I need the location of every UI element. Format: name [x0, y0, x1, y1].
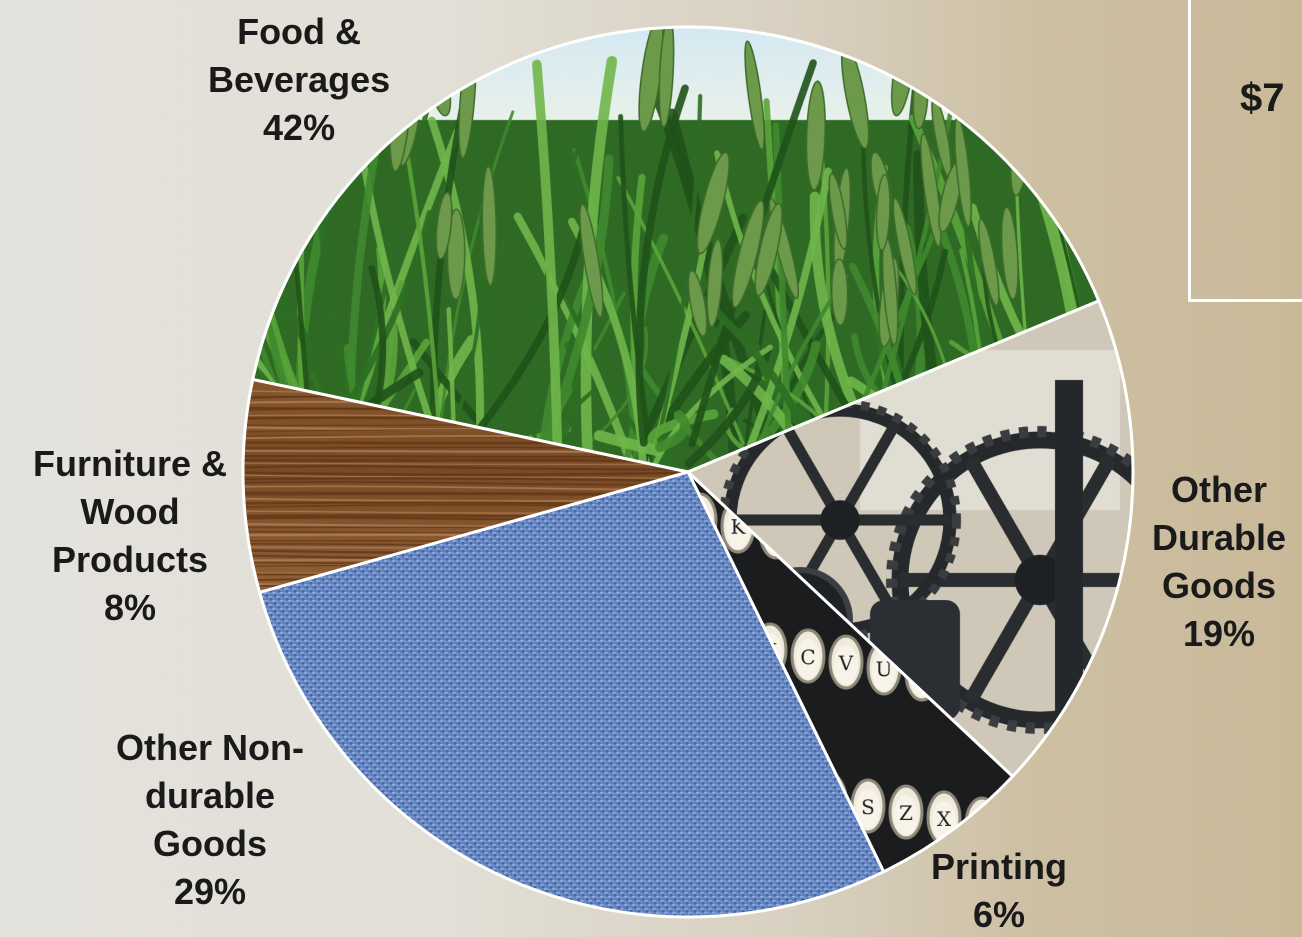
slice-label-text: Food & — [237, 11, 362, 52]
slice-label-text: Products — [51, 539, 209, 580]
slice-label-text: Durable — [1152, 517, 1287, 558]
slice-label-food-beverages: Food & Beverages 42% — [208, 8, 390, 152]
slice-label-text: Other — [1171, 469, 1268, 510]
pie-slice-other-durable-goods — [686, 299, 1135, 778]
slice-label-text: Furniture & — [33, 443, 227, 484]
slice-label-other-non-durable-goods: Other Non-durable Goods 29% — [116, 724, 304, 916]
side-box-value: $7 — [1240, 76, 1285, 120]
slice-percent-text: 42% — [263, 107, 336, 148]
side-info-box — [1188, 0, 1302, 302]
pie-slice-other-non-durable-goods — [258, 470, 886, 919]
slice-label-text: Goods — [152, 823, 267, 864]
slice-label-text: Beverages — [208, 59, 391, 100]
pie-slice-furniture-wood-products — [241, 377, 690, 594]
pie-slice-food-beverages — [251, 25, 1101, 474]
slice-label-text: Goods — [1162, 565, 1277, 606]
slice-percent-text: 6% — [972, 894, 1025, 935]
slice-label-other-durable-goods: Other Durable Goods 19% — [1152, 466, 1286, 658]
slice-percent-text: 8% — [103, 587, 157, 628]
slice-percent-text: 29% — [173, 871, 247, 912]
slice-label-text: Wood — [80, 491, 180, 532]
slice-label-printing: Printing 6% — [931, 843, 1067, 937]
slice-label-text: Other Non- — [116, 727, 304, 768]
slice-label-furniture-wood-products: Furniture & Wood Products 8% — [33, 440, 227, 632]
slice-label-text: durable — [144, 775, 275, 816]
slice-label-text: Printing — [931, 846, 1067, 887]
pie-slice-printing — [686, 470, 1015, 874]
slice-percent-text: 19% — [1182, 613, 1256, 654]
